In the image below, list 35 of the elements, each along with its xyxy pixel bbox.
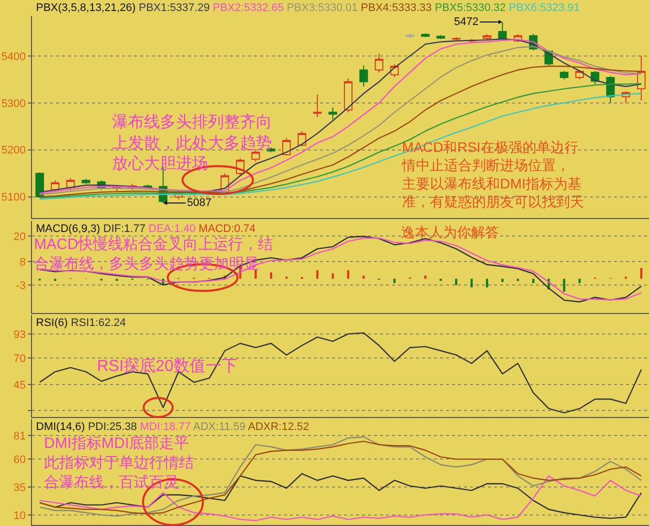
y-tick-label: 93 [14,328,26,341]
y-tick-label: 5300 [1,98,26,110]
text: DIF:1.77 [103,223,146,235]
text: PBX3:5330.01 [286,2,358,14]
y-tick-label: 8 [20,256,26,268]
chart-title: RSI(6) [36,317,68,329]
annotation: 逸本人为你解答 [401,224,499,240]
y-tick-label: 5200 [1,144,26,157]
text: PBX5:5330.32 [434,2,506,14]
text: PDI:25.38 [88,421,137,433]
text: PBX6:5323.91 [508,2,580,14]
annotation: 5087 [187,197,212,209]
annotation: 5472 [454,16,478,28]
y-tick-label: 10 [14,510,26,522]
y-tick-label: 70 [14,352,26,365]
series-label: ADX:11.59 [193,421,246,433]
y-tick-label: 5400 [1,50,26,63]
y-tick-label: 35 [14,482,26,494]
y-tick-label: 60 [14,454,26,466]
text: PBX4:5333.33 [360,2,432,14]
series-label: ADXR:12.52 [248,421,310,433]
y-tick-label: 45 [14,379,26,392]
y-tick-label: -3 [16,280,26,292]
chart-title: PBX(3,5,8,13,21,26) [36,2,136,14]
text: PBX1:5337.29 [138,2,210,14]
y-tick-label: 81 [14,430,26,443]
text: MDI:18.77 [140,421,191,433]
y-tick-label: 20 [14,230,26,243]
text: DEA:1.40 [148,223,196,235]
text: RSI1:62.24 [70,317,126,329]
text: MACD:0.74 [198,223,256,235]
y-tick-label: 5100 [1,192,26,204]
chart-title: MACD(6,9,3) [36,223,100,235]
text: PBX2:5332.65 [212,2,284,14]
chart-title: DMI(14,6) [36,421,85,433]
